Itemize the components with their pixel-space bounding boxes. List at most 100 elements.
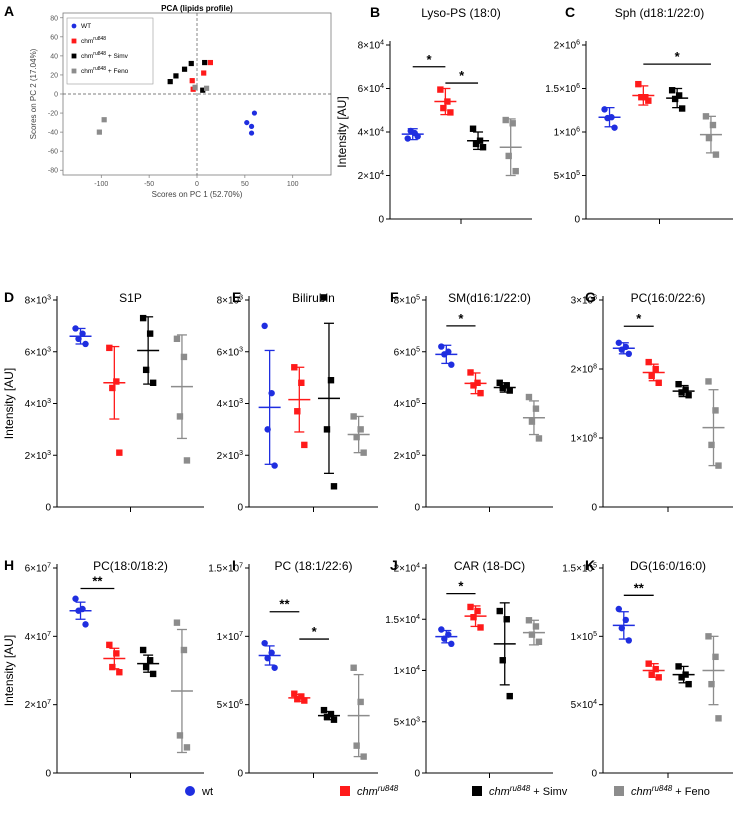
legend-label: chmru848 (81, 36, 106, 45)
y-tick-label: 20 (50, 72, 58, 79)
y-tick-label: 2×105 (394, 450, 421, 462)
y-tick-label: 5×104 (571, 699, 598, 711)
data-point-chm (470, 614, 477, 621)
legend-marker (472, 786, 482, 796)
data-point-wt (271, 462, 278, 469)
y-tick-label: 3×108 (571, 295, 598, 307)
legend-label: chmru848 (357, 784, 399, 798)
legend-marker-simv (71, 53, 77, 59)
data-point-chm (447, 109, 454, 116)
panel-B: B Lyso-PS (18:0) 0 2×104 4×104 6×104 8×104 Inte… (335, 4, 532, 226)
data-point-wt (261, 639, 268, 647)
chart-title: DG(16:0/16:0) (630, 559, 706, 573)
data-point-feno (708, 680, 715, 688)
data-point-feno (180, 353, 188, 361)
data-point-wt (82, 621, 89, 628)
data-point-wt (618, 346, 625, 353)
data-point-simv (330, 483, 338, 490)
y-tick-label: 4×104 (358, 127, 385, 139)
data-point-feno (702, 113, 710, 120)
y-tick-label: 6×107 (25, 563, 52, 575)
panel-letter: F (390, 289, 399, 305)
data-point-feno (176, 732, 184, 739)
chart-title: PC(16:0/22:6) (631, 291, 706, 305)
data-point-wt (625, 637, 632, 644)
data-point-wt (414, 133, 421, 140)
data-point-chm (109, 663, 116, 671)
data-point-wt (604, 114, 611, 122)
data-point-chm (474, 379, 481, 386)
data-point-simv (682, 671, 689, 678)
data-point-feno (176, 413, 184, 420)
data-point-chm (470, 382, 477, 389)
data-point-simv (668, 87, 676, 94)
data-point-feno (712, 653, 719, 661)
data-point-simv (682, 386, 689, 393)
data-point-wt (261, 322, 268, 330)
data-point-chm (645, 358, 652, 366)
y-tick-label: 0 (414, 503, 420, 514)
data-point-chm (652, 365, 659, 373)
legend-marker (614, 786, 624, 796)
y-tick-label: 0 (591, 503, 597, 514)
y-tick-label: 0 (591, 769, 597, 780)
data-point-simv (503, 616, 510, 623)
y-tick-label: 1×104 (394, 665, 421, 677)
data-point-chm (207, 59, 213, 66)
data-point-chm (655, 674, 662, 681)
data-point-simv (675, 380, 682, 388)
y-tick-label: 0 (237, 769, 243, 780)
data-point-chm (645, 660, 652, 667)
data-point-simv (678, 105, 686, 112)
data-point-feno (502, 116, 509, 124)
data-point-feno (350, 664, 357, 671)
data-point-feno (709, 121, 717, 129)
legend-label: chmru848 + Simv (81, 51, 129, 60)
legend-label: chmru848 + Simv (489, 784, 568, 798)
data-point-simv (167, 79, 173, 85)
data-point-chm (477, 389, 484, 397)
data-point-chm (437, 86, 444, 93)
data-point-wt (611, 124, 618, 131)
data-point-feno (525, 617, 533, 624)
data-point-simv (202, 59, 208, 66)
data-point-simv (506, 387, 513, 394)
data-point-simv (327, 711, 335, 718)
data-point-wt (615, 339, 622, 346)
y-tick-label: 1.5×107 (208, 563, 243, 575)
data-point-simv (678, 674, 685, 681)
data-point-simv (675, 92, 683, 99)
data-point-simv (173, 73, 179, 79)
x-tick-label: 0 (195, 181, 199, 188)
data-point-wt (601, 106, 608, 113)
legend-marker (340, 786, 350, 796)
data-point-simv (323, 426, 331, 433)
y-tick-label: 8×103 (25, 295, 52, 307)
data-point-wt (445, 631, 452, 638)
panel-G: G PC(16:0/22:6) 0 1×108 2×108 3×108 * (571, 289, 733, 514)
data-point-feno (712, 407, 719, 414)
data-point-simv (671, 95, 679, 103)
y-tick-label: 8×103 (217, 295, 244, 307)
data-point-simv (499, 657, 506, 664)
data-point-chm (113, 378, 120, 385)
panel-letter: C (565, 4, 575, 20)
data-point-chm (648, 372, 655, 380)
data-point-simv (139, 314, 147, 322)
y-tick-label: 80 (50, 15, 58, 22)
data-point-wt (79, 330, 86, 337)
x-axis-label: Scores on PC 1 (52.70%) (152, 190, 243, 199)
y-tick-label: 8×104 (358, 40, 385, 52)
data-point-simv (685, 680, 692, 688)
y-tick-label: 0 (54, 92, 58, 99)
x-tick-label: 50 (241, 181, 249, 188)
data-point-simv (472, 140, 480, 148)
data-point-feno (173, 619, 181, 626)
data-point-feno (532, 623, 540, 630)
data-point-chm (106, 344, 113, 352)
legend-marker-chm (71, 38, 77, 44)
y-tick-label: 1.5×106 (545, 83, 580, 95)
data-point-chm (635, 80, 642, 88)
data-point-feno (715, 715, 722, 722)
